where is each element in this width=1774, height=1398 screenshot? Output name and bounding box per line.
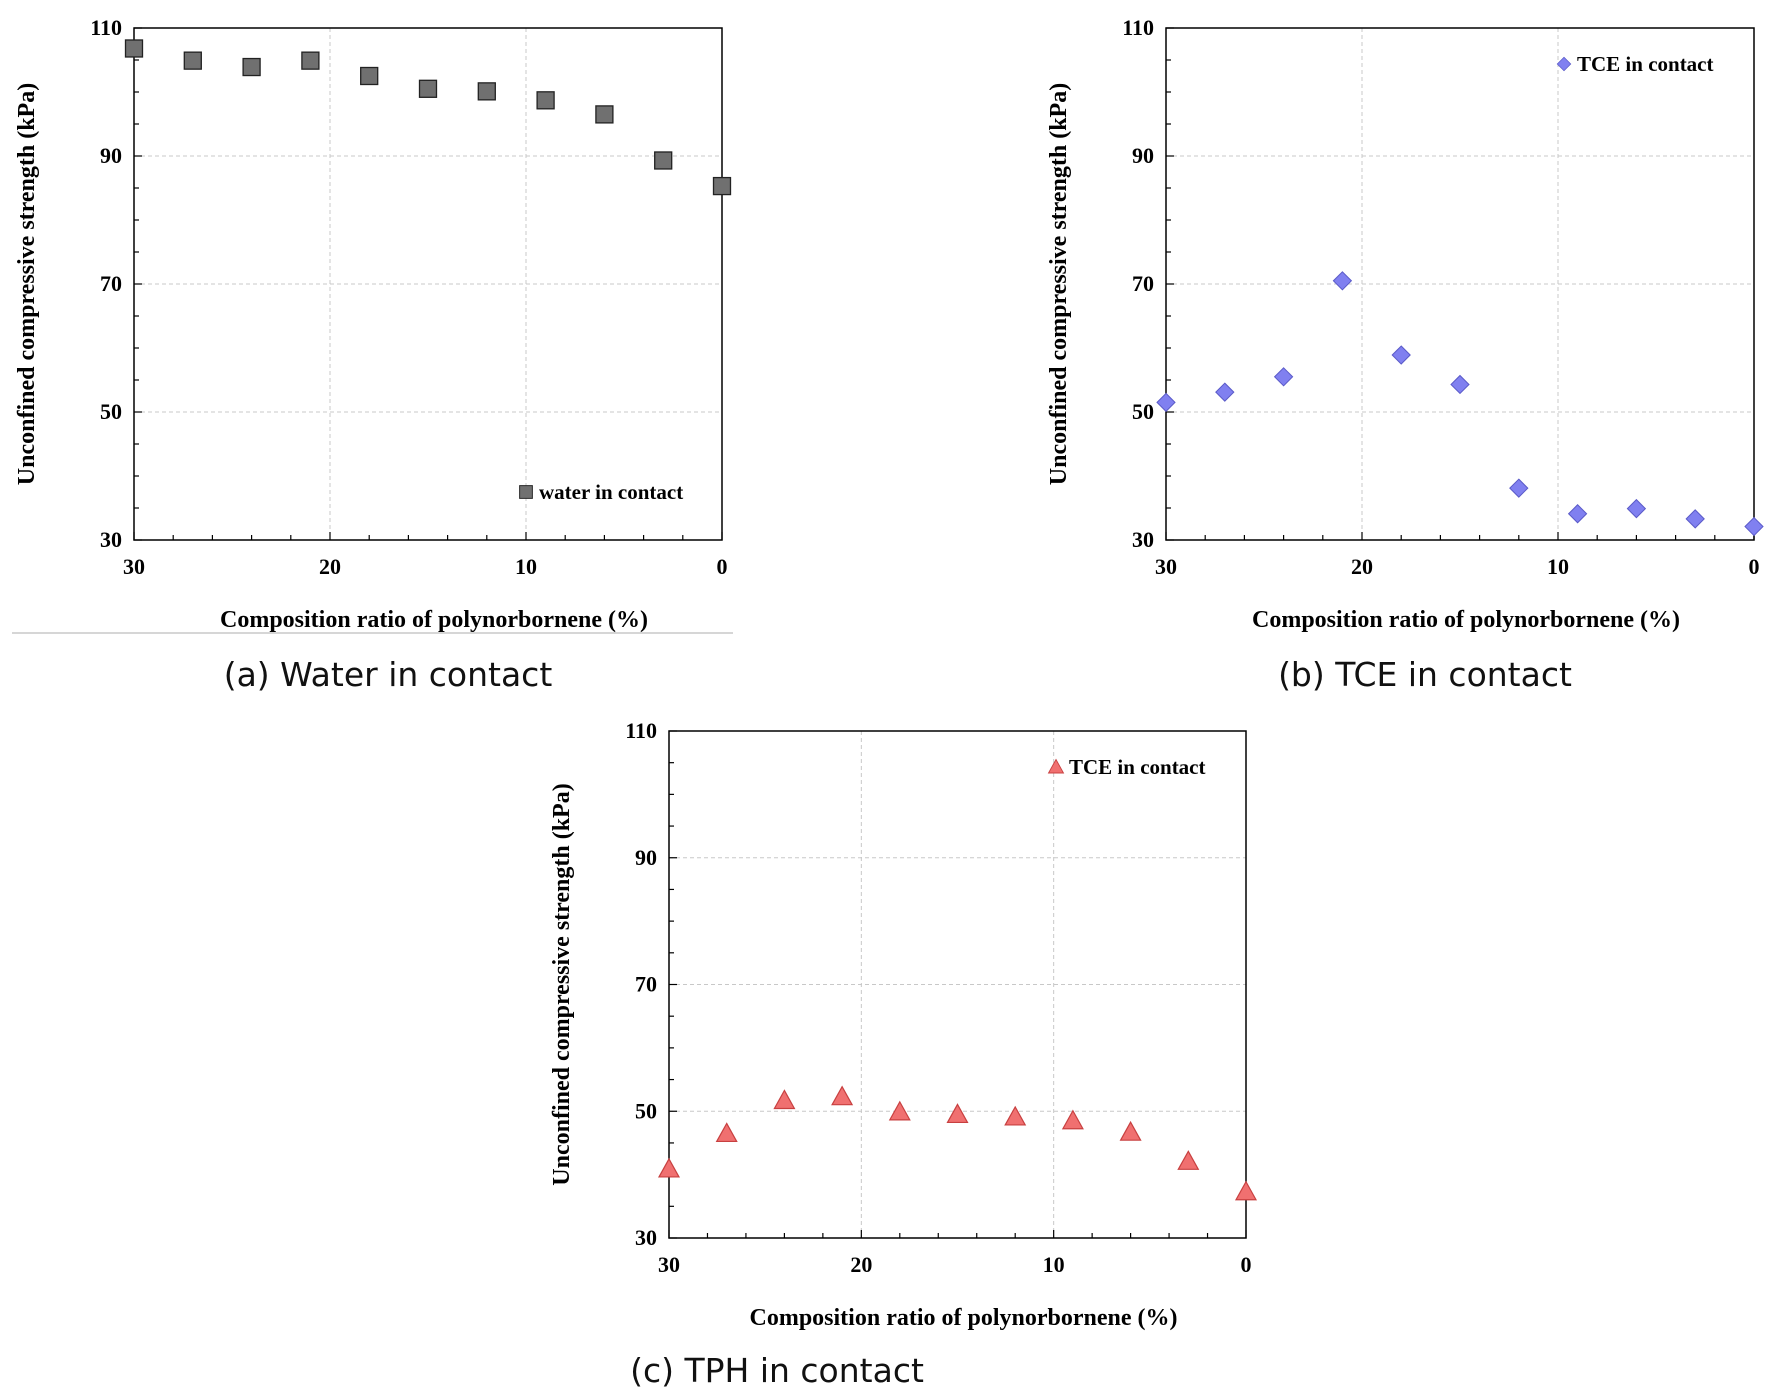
panel-b-caption: (b) TCE in contact bbox=[1278, 655, 1572, 694]
panel-b-legend-marker bbox=[1556, 56, 1572, 72]
y-tick-label: 50 bbox=[100, 399, 122, 424]
panel-a-y-axis-title: Unconfined compressive strength (kPa) bbox=[14, 83, 40, 485]
x-tick-label: 10 bbox=[1547, 554, 1569, 579]
panel-a-data-points bbox=[124, 39, 732, 196]
panel-b-legend-label: TCE in contact bbox=[1577, 52, 1714, 76]
y-tick-label: 50 bbox=[1132, 399, 1154, 424]
x-tick-label: 10 bbox=[1043, 1252, 1065, 1277]
y-tick-label: 30 bbox=[1132, 527, 1154, 552]
panel-c-data-points bbox=[657, 1085, 1258, 1201]
data-point bbox=[418, 79, 438, 98]
panel-a-x-axis-title: Composition ratio of polynorbornene (%) bbox=[220, 607, 648, 633]
y-tick-label: 50 bbox=[635, 1098, 657, 1123]
data-point bbox=[888, 1100, 911, 1121]
data-point bbox=[1156, 392, 1176, 413]
data-point bbox=[1744, 516, 1764, 537]
panel-a-caption: (a) Water in contact bbox=[224, 655, 553, 694]
data-point bbox=[946, 1103, 969, 1124]
panel-c-gridlines bbox=[669, 731, 1246, 1238]
data-point bbox=[1509, 478, 1529, 498]
data-point bbox=[1119, 1120, 1142, 1141]
x-tick-label: 20 bbox=[850, 1252, 872, 1277]
x-tick-label: 10 bbox=[515, 554, 537, 579]
panel-c-legend-label: TCE in contact bbox=[1069, 755, 1206, 779]
data-point bbox=[1450, 374, 1470, 395]
data-point bbox=[1273, 367, 1294, 387]
data-point bbox=[712, 176, 732, 196]
panel-b-data-points bbox=[1156, 271, 1764, 537]
x-tick-label: 30 bbox=[1155, 554, 1177, 579]
panel-b-y-axis-title: Unconfined compressive strength (kPa) bbox=[1046, 83, 1072, 485]
panel-b-x-tick-labels: 30 20 10 0 bbox=[1155, 554, 1760, 579]
data-point bbox=[1215, 382, 1235, 402]
x-tick-label: 0 bbox=[717, 554, 728, 579]
x-tick-label: 20 bbox=[1351, 554, 1373, 579]
data-point bbox=[657, 1157, 681, 1178]
data-point bbox=[1061, 1109, 1084, 1130]
x-tick-label: 0 bbox=[1749, 554, 1760, 579]
panel-a-legend-marker bbox=[519, 485, 533, 499]
data-point bbox=[360, 66, 379, 86]
data-point bbox=[124, 39, 144, 58]
data-point bbox=[773, 1089, 796, 1110]
data-point bbox=[242, 57, 261, 77]
y-tick-label: 30 bbox=[635, 1225, 657, 1250]
data-point bbox=[1567, 504, 1588, 524]
data-point bbox=[1626, 498, 1647, 519]
y-tick-label: 110 bbox=[90, 15, 122, 40]
panel-a-legend-label: water in contact bbox=[539, 480, 683, 504]
data-point bbox=[1004, 1105, 1027, 1126]
x-tick-label: 0 bbox=[1241, 1252, 1252, 1277]
data-point bbox=[1391, 345, 1411, 365]
data-point bbox=[183, 51, 202, 70]
y-tick-label: 70 bbox=[635, 972, 657, 997]
panel-a-water: 30 50 70 90 110 30 20 10 0 water in contact Unc… bbox=[14, 15, 732, 694]
data-point bbox=[1234, 1180, 1258, 1201]
panel-c-tph: 30 50 70 90 110 30 20 10 0 TCE in contact Uncon… bbox=[549, 718, 1258, 1390]
data-point bbox=[831, 1085, 854, 1106]
panel-c-legend-marker bbox=[1047, 758, 1065, 774]
x-tick-label: 30 bbox=[658, 1252, 680, 1277]
data-point bbox=[1177, 1150, 1200, 1170]
data-point bbox=[536, 91, 555, 110]
data-point bbox=[1685, 509, 1705, 529]
panel-b-y-tick-labels: 30 50 70 90 110 bbox=[1122, 15, 1154, 552]
panel-b-tce: 30 50 70 90 110 30 20 10 0 TCE in contact Uncon… bbox=[1046, 15, 1764, 694]
data-point bbox=[715, 1122, 738, 1143]
panel-a-ticks bbox=[133, 27, 723, 541]
data-point bbox=[301, 51, 320, 70]
legend-marker-shape bbox=[1556, 56, 1572, 72]
x-tick-label: 30 bbox=[123, 554, 145, 579]
data-point bbox=[654, 151, 673, 170]
panel-c-x-axis-title: Composition ratio of polynorbornene (%) bbox=[750, 1305, 1178, 1331]
y-tick-label: 30 bbox=[100, 527, 122, 552]
y-tick-label: 70 bbox=[100, 271, 122, 296]
panel-b-gridlines bbox=[1166, 28, 1754, 540]
panel-a-gridlines bbox=[134, 28, 722, 540]
y-tick-label: 90 bbox=[100, 143, 122, 168]
y-tick-label: 110 bbox=[1122, 15, 1154, 40]
panel-a-y-tick-labels: 30 50 70 90 110 bbox=[90, 15, 122, 552]
panel-c-x-tick-labels: 30 20 10 0 bbox=[658, 1252, 1252, 1277]
data-point bbox=[477, 82, 496, 101]
panel-b-ticks bbox=[1165, 27, 1755, 541]
panel-a-x-tick-labels: 30 20 10 0 bbox=[123, 554, 728, 579]
data-point bbox=[595, 105, 614, 124]
panel-a-legend: water in contact bbox=[519, 480, 683, 504]
legend-marker-shape bbox=[519, 485, 533, 499]
y-tick-label: 90 bbox=[635, 845, 657, 870]
panel-c-y-axis-title: Unconfined compressive strength (kPa) bbox=[549, 783, 575, 1185]
panel-b-x-axis-title: Composition ratio of polynorbornene (%) bbox=[1252, 607, 1680, 633]
y-tick-label: 70 bbox=[1132, 271, 1154, 296]
x-tick-label: 20 bbox=[319, 554, 341, 579]
panel-b-legend: TCE in contact bbox=[1556, 52, 1714, 76]
panel-c-caption: (c) TPH in contact bbox=[630, 1351, 924, 1390]
panel-c-y-tick-labels: 30 50 70 90 110 bbox=[625, 718, 657, 1250]
y-tick-label: 110 bbox=[625, 718, 657, 743]
panel-c-legend: TCE in contact bbox=[1047, 755, 1206, 779]
legend-marker-shape bbox=[1047, 758, 1065, 774]
data-point bbox=[1332, 271, 1353, 291]
y-tick-label: 90 bbox=[1132, 143, 1154, 168]
